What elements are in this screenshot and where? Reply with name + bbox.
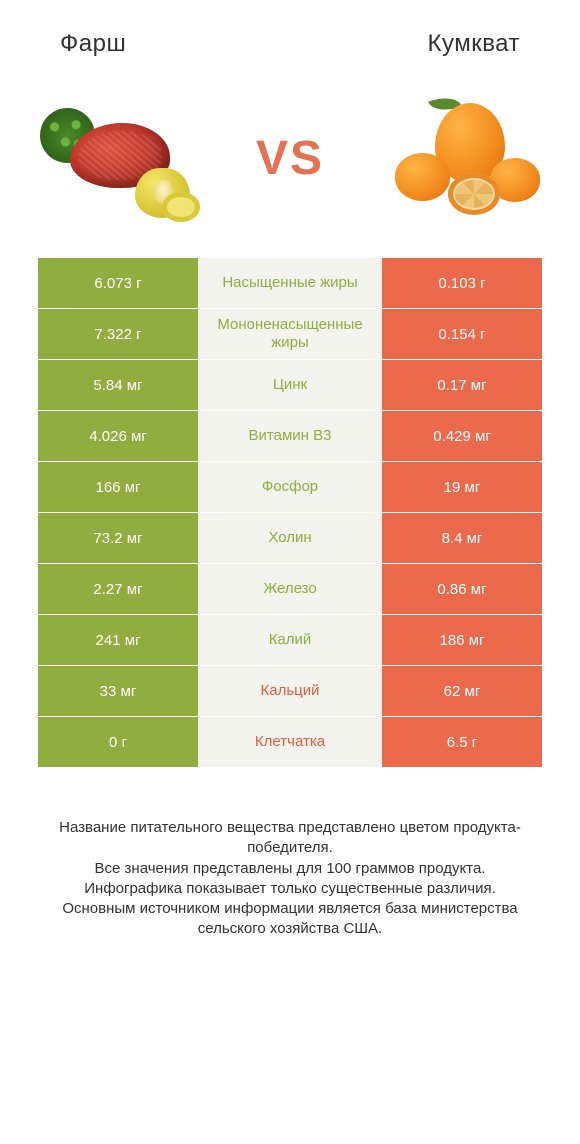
- left-value: 33 мг: [38, 666, 198, 716]
- right-value: 0.86 мг: [382, 564, 542, 614]
- right-value: 62 мг: [382, 666, 542, 716]
- right-value: 19 мг: [382, 462, 542, 512]
- nutrient-name: Насыщенные жиры: [198, 258, 382, 308]
- right-product-image: [380, 98, 540, 218]
- table-row: 166 мгФосфор19 мг: [38, 462, 542, 513]
- nutrient-name: Железо: [198, 564, 382, 614]
- nutrient-name: Фосфор: [198, 462, 382, 512]
- left-value: 73.2 мг: [38, 513, 198, 563]
- nutrient-name: Витамин B3: [198, 411, 382, 461]
- right-value: 0.429 мг: [382, 411, 542, 461]
- footer-line: Все значения представлены для 100 граммо…: [30, 859, 550, 879]
- table-row: 6.073 гНасыщенные жиры0.103 г: [38, 258, 542, 309]
- left-value: 0 г: [38, 717, 198, 767]
- table-row: 2.27 мгЖелезо0.86 мг: [38, 564, 542, 615]
- table-row: 7.322 гМононенасыщенные жиры0.154 г: [38, 309, 542, 360]
- left-value: 6.073 г: [38, 258, 198, 308]
- nutrient-name: Холин: [198, 513, 382, 563]
- footer-line: Инфографика показывает только существенн…: [30, 879, 550, 899]
- footer-notes: Название питательного вещества представл…: [0, 768, 580, 940]
- left-value: 4.026 мг: [38, 411, 198, 461]
- right-value: 0.154 г: [382, 309, 542, 359]
- comparison-table: 6.073 гНасыщенные жиры0.103 г7.322 гМоно…: [0, 258, 580, 768]
- right-value: 0.17 мг: [382, 360, 542, 410]
- table-row: 33 мгКальций62 мг: [38, 666, 542, 717]
- right-value: 0.103 г: [382, 258, 542, 308]
- table-row: 5.84 мгЦинк0.17 мг: [38, 360, 542, 411]
- right-product-title: Кумкват: [427, 30, 520, 58]
- right-value: 6.5 г: [382, 717, 542, 767]
- table-row: 241 мгКалий186 мг: [38, 615, 542, 666]
- nutrient-name: Мононенасыщенные жиры: [198, 309, 382, 359]
- right-value: 8.4 мг: [382, 513, 542, 563]
- nutrient-name: Цинк: [198, 360, 382, 410]
- left-product-image: [40, 98, 200, 218]
- table-row: 0 гКлетчатка6.5 г: [38, 717, 542, 768]
- left-value: 241 мг: [38, 615, 198, 665]
- left-value: 7.322 г: [38, 309, 198, 359]
- left-value: 166 мг: [38, 462, 198, 512]
- table-row: 4.026 мгВитамин B30.429 мг: [38, 411, 542, 462]
- vs-label: VS: [256, 131, 324, 186]
- header: Фарш Кумкват: [0, 0, 580, 68]
- left-value: 5.84 мг: [38, 360, 198, 410]
- footer-line: Основным источником информации является …: [30, 899, 550, 940]
- nutrient-name: Кальций: [198, 666, 382, 716]
- nutrient-name: Клетчатка: [198, 717, 382, 767]
- left-product-title: Фарш: [60, 30, 126, 58]
- left-value: 2.27 мг: [38, 564, 198, 614]
- table-row: 73.2 мгХолин8.4 мг: [38, 513, 542, 564]
- images-row: VS: [0, 68, 580, 258]
- right-value: 186 мг: [382, 615, 542, 665]
- footer-line: Название питательного вещества представл…: [30, 818, 550, 859]
- nutrient-name: Калий: [198, 615, 382, 665]
